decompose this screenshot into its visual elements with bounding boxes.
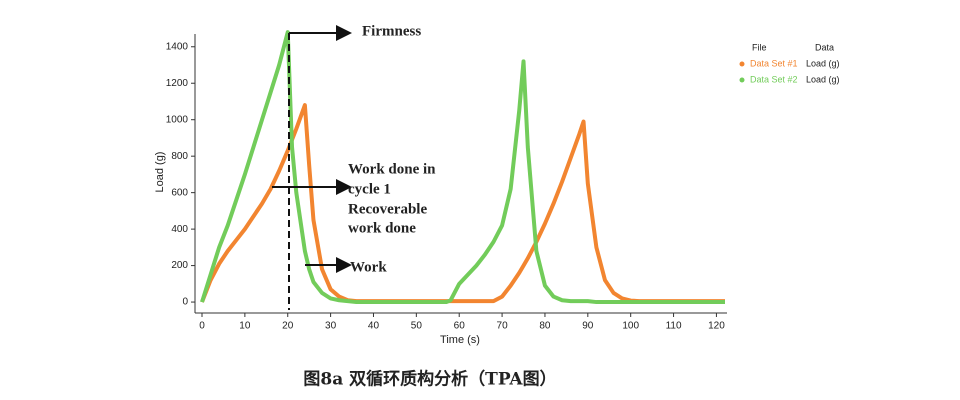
x-tick-label: 0 xyxy=(199,321,205,332)
caption: 图8a 双循环质构分析（TPA图） xyxy=(303,369,556,390)
legend-marker xyxy=(739,61,745,67)
x-tick-label: 50 xyxy=(411,321,423,332)
x-tick-label: 70 xyxy=(497,321,509,332)
legend-data: Load (g) xyxy=(806,74,840,84)
y-tick-label: 200 xyxy=(171,260,188,271)
legend-header: File xyxy=(752,42,767,52)
y-axis-label: Load (g) xyxy=(154,152,166,193)
y-tick-label: 600 xyxy=(171,187,188,198)
x-tick-label: 120 xyxy=(708,321,725,332)
x-tick-label: 20 xyxy=(282,321,294,332)
data-line xyxy=(200,30,725,305)
annotation: Work xyxy=(350,259,387,275)
x-tick-label: 30 xyxy=(325,321,337,332)
y-tick-label: 0 xyxy=(182,297,188,308)
legend-data: Load (g) xyxy=(806,58,840,68)
annotation: cycle 1 xyxy=(348,181,391,197)
annotation: Work done in xyxy=(348,161,436,177)
x-axis-label: Time (s) xyxy=(440,334,480,346)
x-tick-label: 10 xyxy=(239,321,251,332)
legend-header: Data xyxy=(815,42,834,52)
annotation: work done xyxy=(348,220,416,236)
legend-label: Data Set #1 xyxy=(750,58,798,68)
x-tick-label: 110 xyxy=(666,321,682,332)
y-tick-label: 1200 xyxy=(166,78,189,89)
legend-label: Data Set #2 xyxy=(750,74,798,84)
x-tick-label: 100 xyxy=(622,321,639,332)
x-tick-label: 40 xyxy=(368,321,380,332)
y-tick-label: 1400 xyxy=(166,41,189,52)
annotation: Firmness xyxy=(362,23,421,39)
legend-marker xyxy=(739,77,745,83)
y-tick-label: 800 xyxy=(171,151,188,162)
y-tick-label: 1000 xyxy=(166,114,189,125)
annotation: Recoverable xyxy=(348,201,427,217)
y-tick-label: 400 xyxy=(171,224,188,235)
x-tick-label: 80 xyxy=(539,321,551,332)
data-line xyxy=(200,103,725,304)
plot-area: 0 200 400 600 800 1000 1200 1400 0 10 20 30 40 50 60 70… xyxy=(166,30,727,332)
x-tick-label: 90 xyxy=(582,321,594,332)
x-tick-label: 60 xyxy=(454,321,466,332)
